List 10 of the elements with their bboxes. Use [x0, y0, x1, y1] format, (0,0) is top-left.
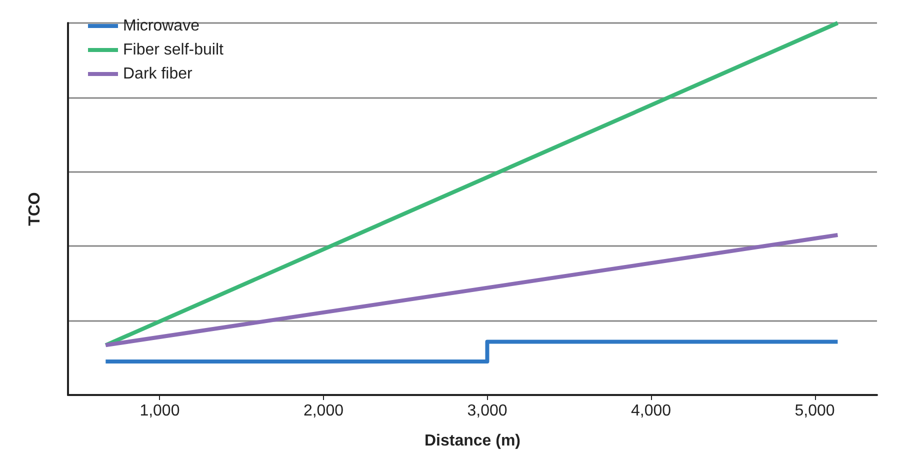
x-axis-title: Distance (m) — [424, 432, 521, 450]
x-tick-label: 3,000 — [467, 402, 508, 420]
x-tick-label: 5,000 — [794, 402, 835, 420]
y-axis-title: TCO — [26, 192, 44, 226]
legend-label: Microwave — [123, 18, 200, 34]
x-tick-label: 2,000 — [303, 402, 344, 420]
legend-label: Fiber self-built — [123, 42, 224, 58]
x-tick-label: 1,000 — [140, 402, 180, 420]
legend-label: Dark fiber — [123, 66, 194, 82]
x-tick-label: 4,000 — [630, 402, 672, 420]
